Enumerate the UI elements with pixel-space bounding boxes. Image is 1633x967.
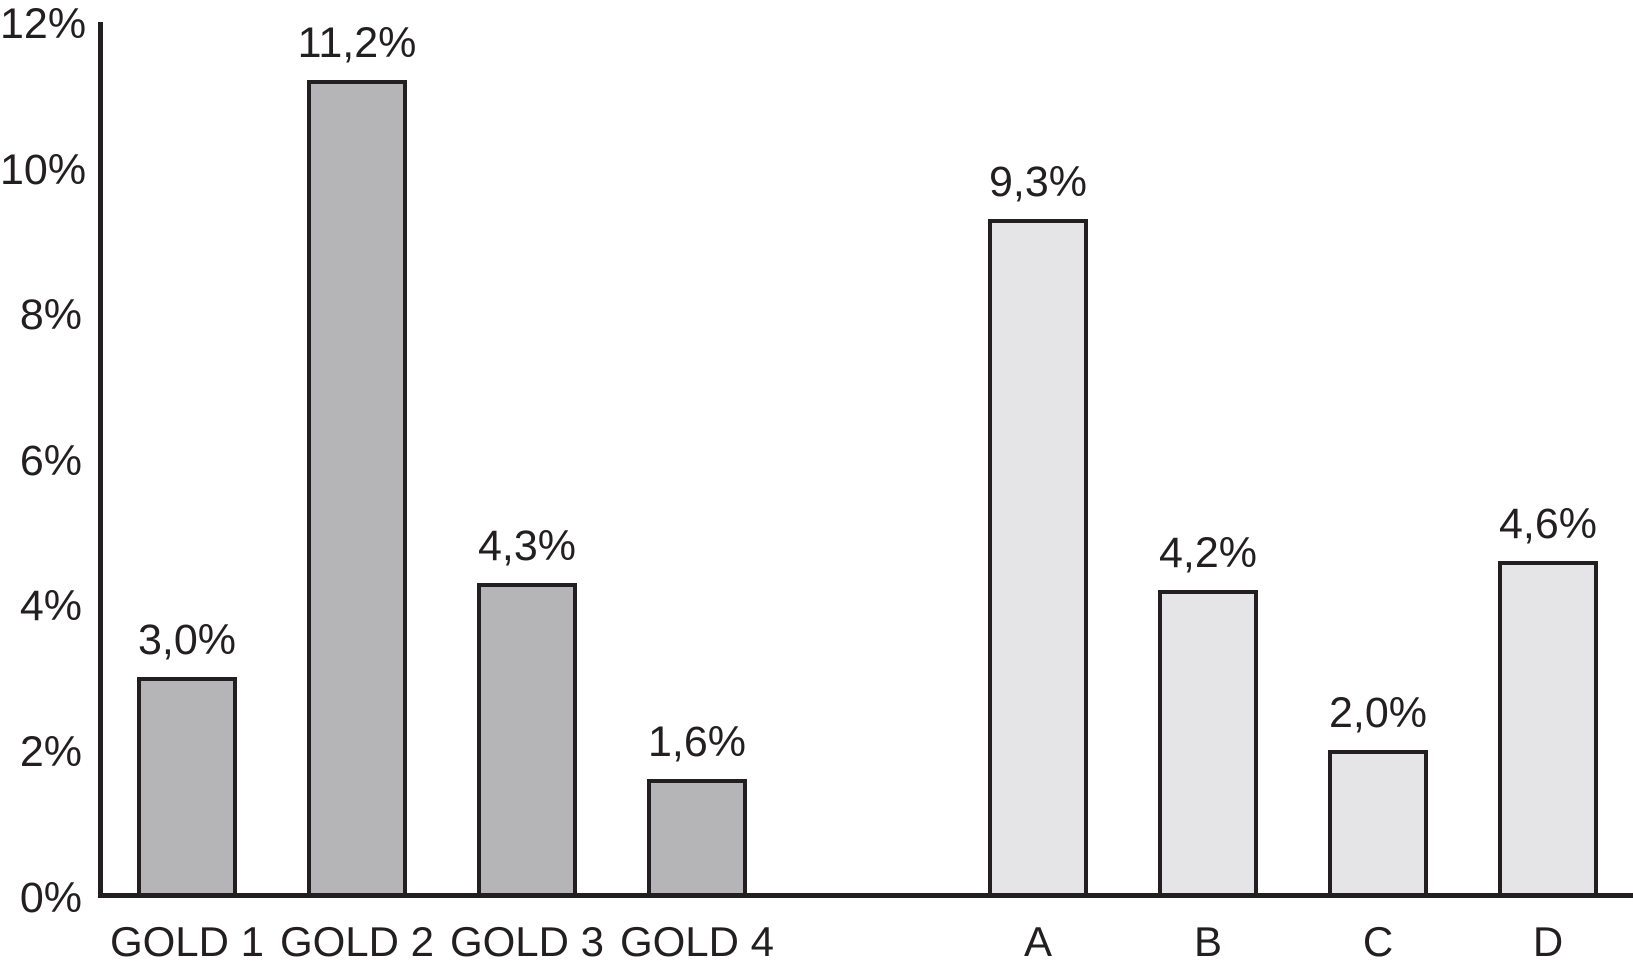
value-label-gold-4: 1,6% [647, 718, 747, 767]
y-axis-line [98, 22, 103, 898]
value-label-a: 9,3% [988, 157, 1088, 206]
x-label-c: C [1362, 918, 1394, 965]
x-label-gold-4: GOLD 4 [619, 918, 775, 965]
y-tick-label-8: 8% [19, 291, 82, 340]
x-label-a: A [1023, 918, 1053, 965]
x-label-gold-2: GOLD 2 [279, 918, 435, 965]
x-label-b: B [1193, 918, 1223, 965]
value-label-gold-1: 3,0% [137, 616, 237, 665]
x-label-d: D [1532, 918, 1564, 965]
bar-gold-2 [307, 80, 407, 893]
value-label-gold-2: 11,2% [297, 19, 417, 68]
y-tick-label-12: 12% [0, 0, 87, 49]
value-label-c: 2,0% [1328, 688, 1428, 737]
bar-d [1498, 560, 1598, 893]
bar-gold-1 [137, 677, 237, 893]
y-tick-label-0: 0% [19, 873, 82, 922]
bar-gold-4 [647, 779, 747, 893]
bar-a [988, 218, 1088, 893]
value-label-b: 4,2% [1158, 528, 1258, 577]
bar-b [1158, 589, 1258, 893]
y-tick-label-10: 10% [0, 145, 87, 194]
x-label-gold-3: GOLD 3 [449, 918, 605, 965]
value-label-d: 4,6% [1498, 499, 1598, 548]
y-tick-label-2: 2% [19, 727, 82, 776]
x-axis-line [98, 893, 1633, 898]
bar-gold-3 [477, 582, 577, 893]
y-tick-label-6: 6% [19, 436, 82, 485]
bar-c [1328, 749, 1428, 893]
x-label-gold-1: GOLD 1 [109, 918, 265, 965]
value-label-gold-3: 4,3% [477, 521, 577, 570]
y-tick-label-4: 4% [19, 582, 82, 631]
